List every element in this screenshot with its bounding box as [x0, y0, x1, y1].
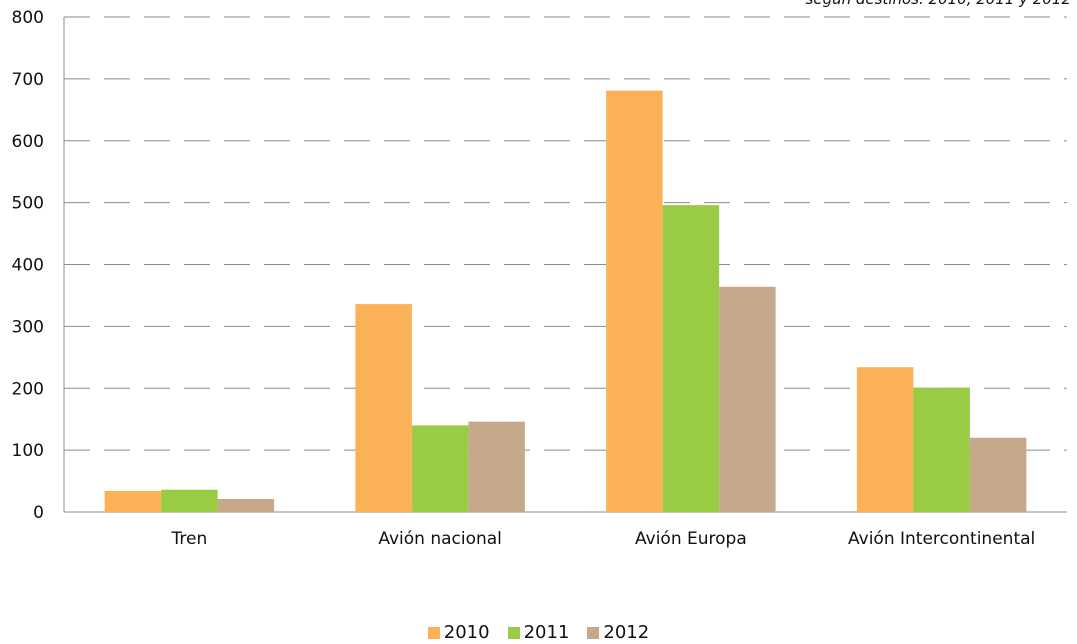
- legend-label: 2012: [603, 622, 650, 643]
- y-tick-label: 400: [12, 256, 44, 276]
- bar-2010-2: [606, 90, 663, 512]
- bar-2010-0: [104, 490, 162, 512]
- x-tick-label: Avión nacional: [378, 529, 502, 549]
- legend-swatch: [507, 626, 520, 639]
- legend-label: 2011: [523, 622, 570, 643]
- legend-swatch: [427, 626, 440, 639]
- bar-2012-0: [217, 499, 275, 512]
- bar-2011-0: [161, 489, 218, 512]
- bar-2012-2: [719, 286, 776, 512]
- y-tick-label: 600: [12, 132, 44, 152]
- bar-2012-1: [468, 421, 525, 512]
- legend-item: 2011: [507, 622, 570, 643]
- bar-2010-3: [856, 367, 914, 512]
- bar-2011-3: [913, 387, 970, 512]
- bar-2010-1: [355, 304, 412, 512]
- legend-label: 2010: [443, 622, 490, 643]
- chart-subtitle: según destinos. 2010, 2011 y 2012: [806, 0, 1071, 8]
- x-tick-label: Tren: [171, 529, 208, 549]
- legend: 2010 2011 2012: [0, 622, 1077, 643]
- legend-swatch: [587, 626, 600, 639]
- bar-2012-3: [969, 437, 1027, 512]
- legend-item: 2010: [427, 622, 490, 643]
- legend-item: 2012: [587, 622, 649, 643]
- bar-2011-2: [662, 205, 720, 512]
- x-tick-label: Avión Europa: [635, 529, 747, 549]
- bar-2011-1: [411, 425, 469, 512]
- y-tick-label: 500: [12, 194, 44, 214]
- y-tick-label: 0: [33, 503, 44, 523]
- y-tick-label: 300: [12, 317, 44, 337]
- x-tick-label: Avión Intercontinental: [848, 529, 1035, 549]
- y-tick-label: 800: [12, 8, 44, 28]
- y-tick-label: 700: [12, 70, 44, 90]
- y-tick-label: 200: [12, 379, 44, 399]
- y-tick-label: 100: [12, 441, 44, 461]
